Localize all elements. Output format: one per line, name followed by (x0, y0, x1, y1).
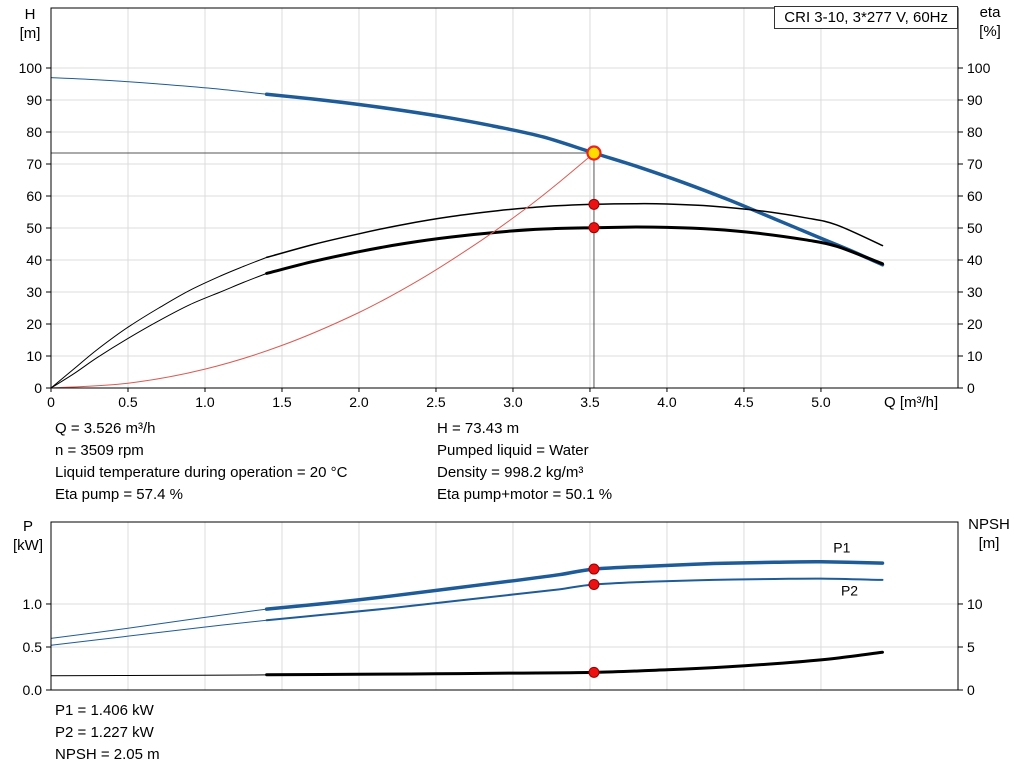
p-axis-label: P [kW] (6, 517, 50, 555)
info-line-q: Q = 3.526 m³/h (55, 420, 156, 437)
info-line-p1: P1 = 1.406 kW (55, 702, 154, 719)
operating-point-dot (588, 198, 600, 210)
chart-frame (50, 521, 959, 691)
operating-point-dot (588, 578, 600, 590)
tick-label-right: 10 (967, 596, 983, 612)
curve-npsh (265, 650, 884, 677)
tick-label-right: 100 (967, 60, 991, 76)
tick-label-left: 40 (26, 252, 42, 268)
duty-info-left: Q = 3.526 m³/h n = 3509 rpm Liquid tempe… (55, 418, 347, 506)
tick-label-left: 0.5 (23, 639, 43, 655)
eta-axis-label: eta [%] (969, 3, 1011, 41)
tick-label-x: 4.0 (657, 394, 677, 410)
info-line-temperature: Liquid temperature during operation = 20… (55, 464, 348, 481)
duty-info-right: H = 73.43 m Pumped liquid = Water Densit… (437, 418, 612, 506)
series-label-p2: P2 (841, 582, 858, 598)
curve-head-lead (50, 77, 268, 95)
curve-eta-pump-lead (50, 256, 268, 389)
tick-label-left: 80 (26, 124, 42, 140)
info-line-speed: n = 3509 rpm (55, 442, 144, 459)
curve-eta-pump-motor-lead (50, 272, 268, 389)
tick-label-left: 50 (26, 220, 42, 236)
info-line-head: H = 73.43 m (437, 420, 520, 437)
pump-model-title: CRI 3-10, 3*277 V, 60Hz (774, 6, 958, 29)
operating-point-dot (588, 222, 600, 234)
p-axis-name: P (22, 518, 33, 535)
tick-label-x: 3.0 (503, 394, 523, 410)
q-axis-label: Q [m³/h] (884, 394, 939, 411)
tick-label-right: 80 (967, 124, 983, 140)
tick-label-right: 50 (967, 220, 983, 236)
npsh-axis-label: NPSH [m] (960, 515, 1018, 553)
tick-label-right: 10 (967, 348, 983, 364)
info-line-npsh: NPSH = 2.05 m (55, 746, 160, 763)
tick-label-x: 3.5 (580, 394, 600, 410)
curve-p2 (265, 577, 884, 622)
tick-label-left: 20 (26, 316, 42, 332)
tick-label-right: 20 (967, 316, 983, 332)
p-axis-unit: [kW] (13, 537, 43, 554)
info-line-density: Density = 998.2 kg/m³ (437, 464, 584, 481)
series-label-p1: P1 (833, 539, 850, 555)
tick-label-left: 1.0 (23, 596, 43, 612)
tick-label-x: 2.5 (426, 394, 446, 410)
info-line-eta-pump: Eta pump = 57.4 % (55, 486, 183, 503)
info-line-eta-total: Eta pump+motor = 50.1 % (437, 486, 613, 503)
tick-label-left: 60 (26, 188, 42, 204)
tick-label-right: 30 (967, 284, 983, 300)
curve-p1 (264, 560, 885, 611)
operating-point-dot (588, 563, 600, 575)
h-axis-label: H [m] (12, 5, 48, 43)
tick-label-left: 30 (26, 284, 42, 300)
tick-label-right: 5 (967, 639, 975, 655)
tick-label-right: 0 (967, 682, 975, 698)
tick-label-right: 70 (967, 156, 983, 172)
operating-point-dot (588, 666, 600, 678)
duty-point-marker (586, 145, 602, 161)
curve-p2-lead (50, 619, 268, 646)
eta-axis-unit: [%] (979, 23, 1001, 40)
tick-label-right: 60 (967, 188, 983, 204)
curve-system-curve (50, 152, 595, 389)
tick-label-left: 0.0 (23, 682, 43, 698)
tick-label-left: 100 (19, 60, 43, 76)
power-npsh-info: P1 = 1.406 kW P2 = 1.227 kW NPSH = 2.05 … (55, 700, 160, 766)
h-axis-unit: [m] (19, 25, 41, 42)
npsh-axis-unit: [m] (978, 535, 1000, 552)
tick-label-right: 90 (967, 92, 983, 108)
curve-npsh-lead (50, 674, 268, 677)
npsh-axis-name: NPSH (968, 516, 1010, 533)
tick-label-x: 1.5 (272, 394, 292, 410)
info-line-p2: P2 = 1.227 kW (55, 724, 154, 741)
tick-label-left: 70 (26, 156, 42, 172)
tick-label-left: 0 (34, 380, 42, 396)
eta-axis-name: eta (979, 4, 1001, 21)
tick-label-x: 0 (47, 394, 55, 410)
tick-label-x: 5.0 (811, 394, 831, 410)
tick-label-left: 90 (26, 92, 42, 108)
tick-label-x: 2.0 (349, 394, 369, 410)
info-line-liquid: Pumped liquid = Water (437, 442, 589, 459)
tick-label-right: 40 (967, 252, 983, 268)
h-axis-name: H (24, 6, 36, 23)
tick-label-left: 10 (26, 348, 42, 364)
curve-p1-lead (50, 608, 268, 639)
tick-label-x: 1.0 (195, 394, 215, 410)
tick-label-x: 4.5 (734, 394, 754, 410)
chart-frame (50, 7, 959, 389)
tick-label-right: 0 (967, 380, 975, 396)
tick-label-x: 0.5 (118, 394, 138, 410)
